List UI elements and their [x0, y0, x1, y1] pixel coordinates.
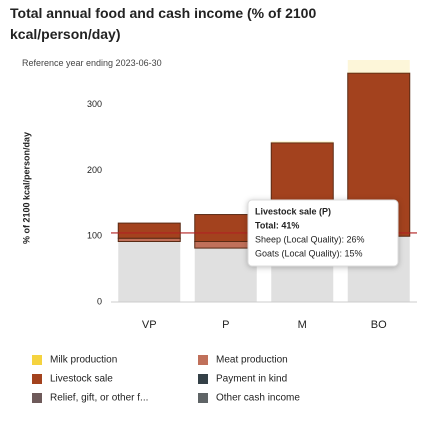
x-tick-label: M [298, 319, 307, 331]
tooltip-line: Sheep (Local Quality): 26% [255, 234, 365, 244]
legend-label: Other cash income [216, 393, 300, 404]
bar-segment [194, 241, 258, 249]
chart-subtitle: Reference year ending 2023-06-30 [22, 58, 162, 68]
tooltip: Livestock sale (P) Total: 41% Sheep (Loc… [247, 199, 399, 267]
bar-segment [117, 222, 181, 239]
x-tick-label: BO [371, 319, 387, 331]
bar-segment [271, 140, 334, 143]
tooltip-line: Goats (Local Quality): 15% [255, 248, 363, 258]
y-tick-label: 0 [97, 296, 102, 306]
legend-swatch [198, 393, 208, 403]
tooltip-title: Livestock sale (P) [255, 206, 331, 216]
legend-label: Payment in kind [216, 374, 287, 385]
y-tick-label: 300 [87, 99, 102, 109]
legend-swatch [198, 355, 208, 365]
tooltip-line: Total: 41% [255, 220, 299, 230]
x-tick-label: VP [142, 319, 157, 331]
bar-segment [194, 248, 257, 302]
y-axis-label: % of 2100 kcal/person/day [21, 132, 31, 244]
chart-title: Total annual food and cash income (% of … [10, 5, 317, 42]
y-tick-label: 100 [87, 231, 102, 241]
bar-segment [194, 214, 258, 243]
legend-swatch [32, 374, 42, 384]
legend-label: Livestock sale [50, 374, 113, 385]
legend-label: Meat production [216, 355, 288, 366]
x-tick-label: P [222, 319, 229, 331]
legend-swatch [198, 374, 208, 384]
bar-segment [118, 241, 181, 302]
legend-label: Milk production [50, 355, 117, 366]
legend-swatch [32, 393, 42, 403]
legend-swatch [32, 355, 42, 365]
bar-segment [347, 60, 410, 74]
tooltip-box [247, 199, 399, 267]
y-tick-label: 200 [87, 165, 102, 175]
legend-label: Relief, gift, or other f... [50, 393, 148, 404]
